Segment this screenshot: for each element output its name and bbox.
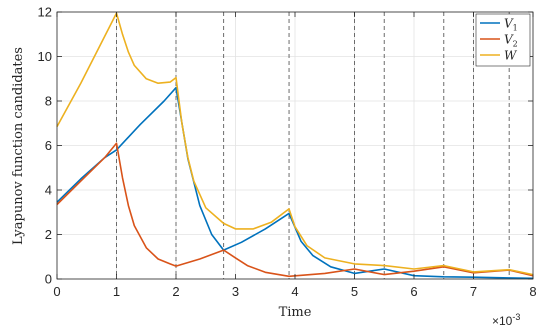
y-tick-label: 4 [45,183,52,198]
legend-label: V2 [504,33,518,49]
y-tick-label: 2 [45,227,52,242]
x-tick-label: 1 [113,284,120,299]
x-multiplier-base: ×10 [492,314,513,328]
tick-layer [56,11,534,280]
y-tick-label: 8 [45,94,52,109]
y-tick-labels: 0 2 4 6 8 10 12 [38,5,52,287]
y-tick-label: 10 [38,49,52,64]
x-tick-labels: 0 1 2 3 4 5 6 7 8 [53,284,536,299]
x-tick-label: 3 [232,284,239,299]
series-line-v1 [56,86,534,280]
y-tick-label: 0 [45,272,52,287]
x-tick-label: 4 [291,284,298,299]
legend-label: V1 [504,17,518,33]
series-line-v2 [56,142,534,278]
x-tick-label: 6 [410,284,417,299]
legend-label-name: W [504,49,518,63]
legend-label-name: V [504,33,514,47]
legend-label: W [504,49,518,63]
legend-label-name: V [504,17,514,31]
series-layer [56,12,534,280]
x-multiplier-exponent: -3 [512,312,520,322]
x-tick-label: 2 [172,284,179,299]
y-axis-label: Lyapunov function candidates [11,47,26,245]
x-axis-multiplier: ×10-3 [492,312,520,328]
y-tick-label: 12 [38,5,52,20]
x-tick-label: 7 [470,284,477,299]
x-tick-label: 8 [529,284,536,299]
x-tick-label: 0 [53,284,60,299]
legend-label-subscript: 2 [513,40,518,49]
legend-label-subscript: 1 [513,24,518,33]
legend-box [475,13,531,67]
x-axis-label: Time [279,305,312,320]
series-line-w [56,12,534,276]
y-tick-label: 6 [45,138,52,153]
x-tick-label: 5 [351,284,358,299]
